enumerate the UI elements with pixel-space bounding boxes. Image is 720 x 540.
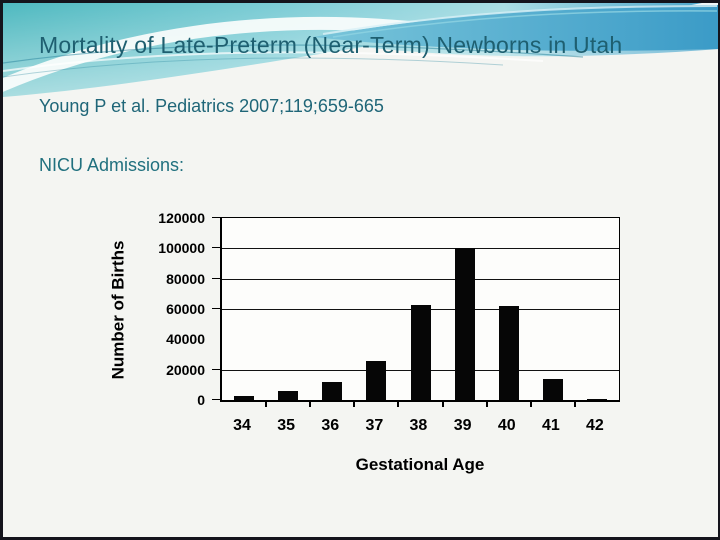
y-tick-labels: 120000 100000 80000 60000 40000 20000 0: [123, 210, 205, 408]
x-tick-label-38: 38: [409, 417, 428, 434]
y-tick-mark-20000: [212, 368, 220, 370]
x-tick-label-40: 40: [497, 417, 516, 434]
y-tick-marks: [212, 217, 220, 402]
bar-42: [586, 398, 607, 400]
bar-37: [366, 360, 387, 400]
accent-curve-dark-2: [3, 57, 504, 78]
y-tick-label-20000: 20000: [166, 361, 205, 378]
y-tick-mark-120000: [212, 217, 220, 218]
x-tick-label-36: 36: [321, 417, 340, 434]
y-tick-mark-0: [212, 399, 220, 400]
blue-band-streak: [332, 10, 718, 38]
y-tick-label-120000: 120000: [158, 210, 205, 226]
bar-41: [542, 378, 563, 400]
x-axis-tick: [573, 402, 576, 407]
x-axis-tick: [441, 402, 444, 407]
bar-34: [234, 395, 255, 400]
x-axis-tick: [265, 402, 268, 407]
y-tick-mark-100000: [212, 247, 220, 249]
x-tick-label-39: 39: [453, 417, 472, 434]
accent-curve-dark-1: [3, 44, 584, 64]
blue-band-streak-light: [322, 5, 718, 35]
section-label: NICU Admissions:: [39, 155, 185, 175]
y-tick-mark-60000: [212, 308, 220, 309]
x-tick-label-41: 41: [541, 417, 560, 434]
accent-curve-white: [3, 51, 544, 72]
x-axis-tick: [309, 402, 312, 407]
x-axis-tick: [397, 402, 400, 407]
x-tick-label-37: 37: [365, 417, 384, 434]
x-tick-label-42: 42: [586, 417, 604, 434]
citation: Young P et al. Pediatrics 2007;119;659-6…: [39, 96, 384, 116]
blue-corner-band: [313, 5, 718, 51]
bar-36: [322, 381, 343, 400]
plot-area: [220, 217, 620, 407]
bar-40: [498, 306, 519, 400]
x-axis-tick: [353, 402, 356, 407]
body-cover-wave: [3, 47, 718, 143]
x-axis-title: Gestational Age: [355, 455, 485, 474]
header-wave-graphic: [3, 3, 718, 143]
gridline-100000: [222, 248, 619, 250]
x-tick-label-35: 35: [277, 417, 296, 434]
y-tick-label-100000: 100000: [158, 240, 205, 257]
x-axis-tick: [529, 402, 532, 407]
y-tick-label-80000: 80000: [166, 270, 205, 287]
x-tick-labels: 34 35 36 37 38 39 40 41 42: [220, 417, 620, 439]
y-tick-label-40000: 40000: [166, 331, 205, 348]
page-title: Mortality of Late-Preterm (Near-Term) Ne…: [39, 32, 623, 58]
gridline-80000: [222, 278, 619, 280]
x-tick-label-34: 34: [233, 417, 251, 434]
bar-35: [278, 390, 299, 400]
bar-38: [410, 304, 431, 400]
x-axis-tick: [485, 402, 488, 407]
y-tick-mark-80000: [212, 277, 220, 279]
y-tick-label-0: 0: [197, 392, 205, 408]
bar-39: [454, 248, 475, 400]
y-tick-label-60000: 60000: [166, 301, 205, 317]
